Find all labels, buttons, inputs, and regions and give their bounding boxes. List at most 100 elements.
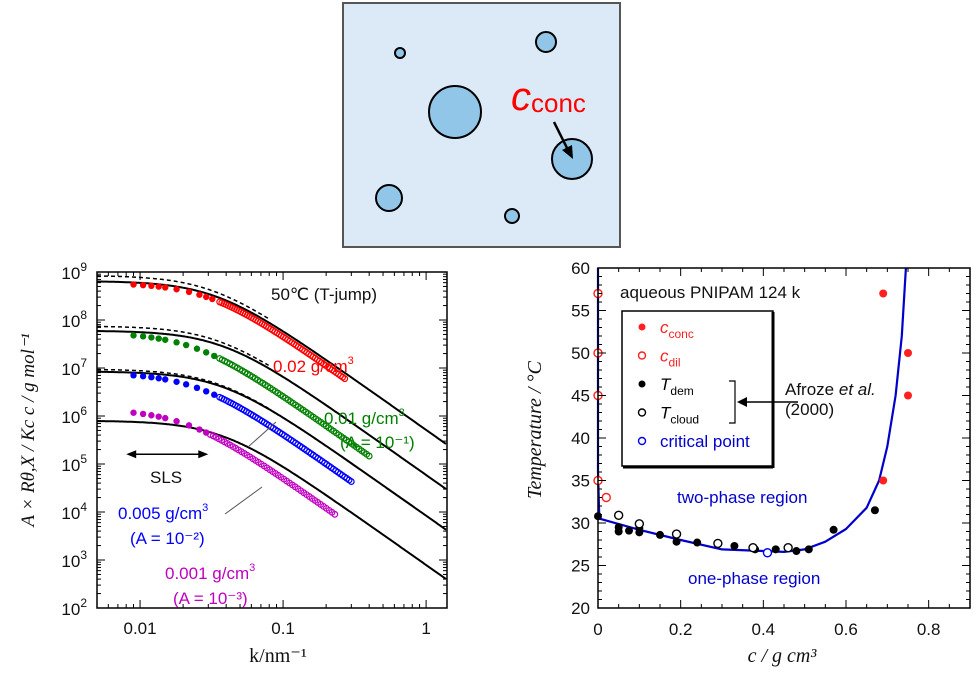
legend-label-T_cloud: Tcloud: [660, 404, 699, 427]
filled-data-point: [173, 378, 180, 385]
fit-line: [97, 330, 447, 490]
series-a-label-0.001: (A = 10⁻³): [173, 589, 248, 608]
reference-year: (2000): [785, 400, 834, 419]
filled-data-point: [162, 414, 169, 422]
filled-data-point: [209, 295, 216, 303]
dashed-fit-line: [97, 275, 270, 320]
fit-line: [97, 420, 447, 580]
legend-marker-critical: [637, 436, 647, 446]
filled-data-point: [162, 284, 169, 291]
y-tick-label: 50: [571, 344, 590, 363]
T_dem-point: [792, 547, 801, 556]
series-a-label-0.005: (A = 10⁻²): [130, 529, 205, 548]
y-tick-label: 108: [61, 308, 87, 331]
series-label-0.001: 0.001 g/cm3: [165, 562, 255, 583]
two-phase-region-label: two-phase region: [677, 488, 807, 507]
T_dem-point: [771, 545, 780, 554]
left-series-group: [97, 275, 447, 580]
T_dem-point: [672, 537, 681, 546]
filled-data-point: [130, 281, 137, 288]
filled-data-point: [202, 349, 210, 356]
filled-data-point: [139, 373, 147, 380]
T_dem-point: [614, 527, 623, 536]
y-tick-label: 55: [571, 302, 590, 321]
x-tick-label: 0.4: [752, 620, 776, 639]
open-data-point: [341, 375, 349, 383]
T_cloud-point: [671, 529, 682, 539]
x-tick-label: 0.2: [669, 620, 693, 639]
filled-data-point: [202, 388, 210, 395]
filled-data-point: [139, 333, 147, 340]
series-label-0.005: 0.005 g/cm3: [118, 502, 208, 523]
open-data-point: [347, 478, 355, 485]
T_cloud-point: [713, 538, 723, 549]
y-tick-label: 105: [61, 452, 87, 475]
y-tick-label: 102: [61, 596, 87, 619]
legend-box: [621, 310, 774, 467]
legend-label-c_conc: cconc: [660, 318, 694, 341]
legend-marker-c_dil: [637, 351, 647, 360]
scattering-intensity-chart: 0.01 0.1 1 102 103 104 105 106 107 108 109 50℃ (T-…: [18, 260, 448, 667]
T_cloud-point: [783, 542, 793, 553]
y-tick-label: 109: [61, 260, 87, 283]
x-tick-label: 0.01: [124, 619, 157, 638]
schematic-arrow-line: [552, 121, 570, 151]
c_conc-point: [904, 391, 912, 400]
filled-data-point: [130, 372, 137, 379]
y-tick-label: 107: [61, 356, 87, 379]
filled-data-point: [173, 417, 180, 425]
filled-data-point: [130, 409, 137, 416]
legend: cconc cdil Tdem Tcloud critical point: [621, 310, 775, 469]
droplet-large: [428, 85, 482, 139]
c-conc-label: cconc: [511, 75, 586, 119]
legend-label-T_dem: Tdem: [660, 375, 694, 398]
filled-data-point: [182, 381, 190, 388]
left-x-axis-label: k/nm⁻¹: [249, 645, 307, 667]
y-tick-label: 103: [61, 548, 87, 571]
open-data-point: [331, 510, 339, 518]
filled-data-point: [148, 373, 155, 381]
y-tick-label: 45: [571, 387, 590, 406]
T_cloud-point: [613, 510, 624, 521]
legend-marker-T_dem: [638, 380, 646, 388]
series-label-0.01: 0.01 g/cm3: [324, 407, 405, 428]
fit-line: [97, 370, 447, 531]
series-a-label-0.01: (A = 10⁻¹): [340, 433, 415, 452]
y-tick-label: 35: [571, 472, 590, 491]
T_cloud-point: [748, 542, 758, 553]
reference-arrowhead: [737, 397, 747, 407]
filled-data-point: [185, 288, 193, 296]
T_dem-point: [656, 530, 664, 539]
T_cloud-point: [634, 519, 645, 529]
T_dem-point: [730, 541, 739, 550]
sls-label: SLS: [150, 468, 182, 487]
c_conc-point: [879, 289, 888, 298]
T_dem-point: [804, 545, 813, 554]
filled-data-point: [182, 341, 190, 349]
c_conc-point: [879, 476, 888, 485]
fit-line: [97, 280, 447, 445]
T_dem-point: [829, 525, 838, 534]
droplet-small-bottom: [504, 208, 520, 224]
dashed-fit-line: [97, 325, 270, 367]
filled-data-point: [162, 376, 169, 383]
filled-data-point: [211, 352, 218, 360]
y-tick-label: 20: [571, 599, 590, 618]
y-tick-label: 40: [571, 429, 590, 448]
filled-data-point: [155, 413, 162, 420]
sls-right-arrowhead: [198, 450, 209, 459]
filled-data-point: [148, 412, 155, 419]
filled-data-point: [196, 291, 203, 298]
filled-data-point: [155, 375, 162, 382]
x-tick-label: 0.8: [917, 620, 941, 639]
filled-data-point: [155, 283, 162, 290]
filled-data-point: [139, 410, 147, 418]
schematic-arrowhead: [562, 145, 573, 159]
sls-left-arrowhead: [126, 450, 137, 459]
filled-data-point: [211, 391, 218, 398]
droplet-concentrated: [551, 138, 593, 180]
sls-range-annotation: SLS: [126, 450, 209, 487]
legend-label-critical: critical point: [660, 432, 750, 451]
filled-data-point: [130, 332, 137, 339]
droplet-tiny: [394, 47, 406, 59]
